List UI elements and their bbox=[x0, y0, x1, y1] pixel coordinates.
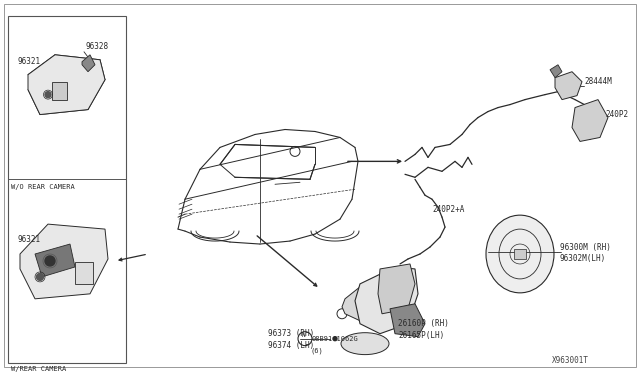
Text: 96374 (LH): 96374 (LH) bbox=[268, 341, 314, 350]
Polygon shape bbox=[20, 224, 108, 299]
Polygon shape bbox=[555, 72, 582, 100]
Text: 96300M (RH): 96300M (RH) bbox=[560, 243, 611, 251]
Bar bbox=[52, 82, 67, 100]
Text: 08B91-1062G: 08B91-1062G bbox=[311, 336, 358, 341]
Polygon shape bbox=[378, 264, 415, 314]
Bar bbox=[514, 249, 526, 259]
Polygon shape bbox=[35, 244, 75, 277]
Polygon shape bbox=[390, 304, 425, 337]
Polygon shape bbox=[550, 65, 562, 78]
Text: N: N bbox=[302, 333, 306, 338]
Polygon shape bbox=[28, 55, 105, 115]
Text: 96328: 96328 bbox=[85, 42, 108, 51]
Text: (6): (6) bbox=[311, 347, 324, 354]
Text: 240P2: 240P2 bbox=[605, 110, 628, 119]
Text: 26165P(LH): 26165P(LH) bbox=[398, 331, 444, 340]
Text: 28444M: 28444M bbox=[584, 77, 612, 86]
Text: 26160P (RH): 26160P (RH) bbox=[398, 319, 449, 328]
Text: W/REAR CAMERA: W/REAR CAMERA bbox=[11, 366, 67, 372]
Polygon shape bbox=[342, 284, 385, 321]
Text: 96373 (RH): 96373 (RH) bbox=[268, 329, 314, 338]
Bar bbox=[8, 16, 126, 363]
Polygon shape bbox=[82, 55, 95, 72]
Circle shape bbox=[333, 337, 337, 341]
Text: W/O REAR CAMERA: W/O REAR CAMERA bbox=[11, 184, 75, 190]
Text: 240P2+A: 240P2+A bbox=[432, 205, 465, 214]
Ellipse shape bbox=[486, 215, 554, 293]
Circle shape bbox=[45, 256, 55, 266]
Polygon shape bbox=[355, 267, 418, 334]
Circle shape bbox=[36, 273, 44, 280]
Text: 96321: 96321 bbox=[18, 235, 41, 244]
Ellipse shape bbox=[341, 333, 389, 355]
Bar bbox=[75, 262, 93, 284]
Polygon shape bbox=[572, 100, 608, 141]
Text: X963001T: X963001T bbox=[552, 356, 589, 365]
Circle shape bbox=[406, 319, 410, 323]
Text: 96321: 96321 bbox=[18, 57, 41, 66]
Text: 96302M(LH): 96302M(LH) bbox=[560, 254, 606, 263]
Circle shape bbox=[45, 92, 51, 97]
